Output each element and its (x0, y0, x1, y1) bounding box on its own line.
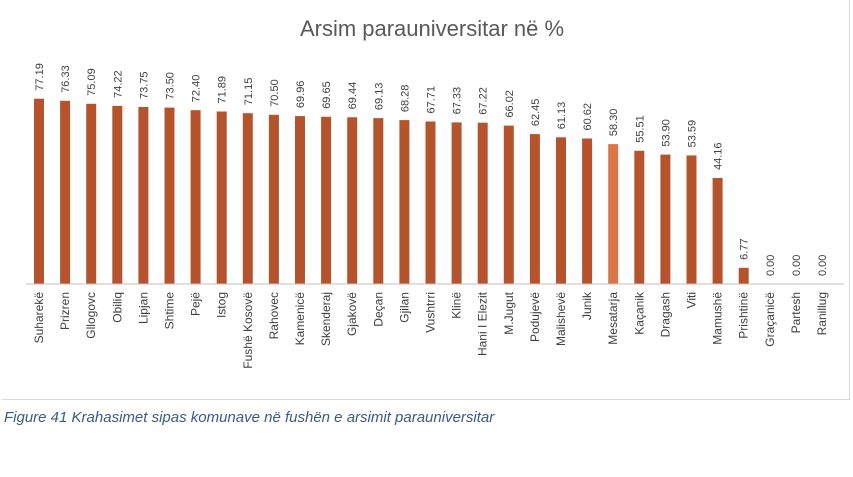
value-label-dragash: 53.90 (660, 119, 672, 147)
value-label-prizren: 76.33 (60, 65, 72, 93)
value-label-vushtrri: 67.71 (426, 86, 438, 114)
value-label-gracanice: 0.00 (765, 255, 777, 276)
category-label-mesatarja: Mesatarja (606, 292, 620, 345)
bar-kline (451, 122, 462, 285)
category-label-decan: Deçan (371, 292, 385, 327)
category-label-kline: Klinë (450, 292, 464, 319)
bar-lipjan (138, 107, 149, 284)
value-label-malisheve: 61.13 (556, 102, 568, 130)
bar-prishtine (738, 267, 749, 284)
category-labels-group: Suharekë Prizren Gllogovc Obiliq Lipjan Shtim… (32, 291, 829, 369)
bar-gjilan (399, 120, 410, 284)
bar-prizren (60, 100, 71, 284)
category-label-shtime: Shtime (163, 292, 177, 330)
value-label-decan: 69.13 (373, 83, 385, 111)
bar-gjakove (347, 117, 358, 284)
category-label-malisheve: Malishevë (554, 292, 568, 346)
bar-dragash (660, 154, 671, 284)
bar-kamenice (295, 116, 305, 284)
value-label-gllogovc: 75.09 (86, 68, 98, 96)
category-label-viti: Viti (685, 292, 699, 308)
value-label-partesh: 0.00 (791, 255, 803, 276)
category-label-m-jugut: M.Jugut (502, 291, 516, 334)
category-label-vushtrri: Vushtrri (424, 292, 438, 333)
chart-title: Arsim parauniversitar në % (300, 16, 564, 41)
category-label-fushe-kosove: Fushë Kosovë (241, 292, 255, 369)
bar-viti (686, 155, 697, 284)
category-label-prizren: Prizren (58, 292, 72, 330)
bar-skenderaj (321, 116, 332, 284)
category-label-mamushe: Mamushë (711, 292, 725, 345)
category-label-podujeve: Podujevë (528, 292, 542, 342)
bar-chart: Arsim parauniversitar në % 77.19 76.33 75.… (26, 16, 844, 369)
value-label-kamenice: 69.96 (295, 81, 307, 109)
bar-decan (373, 118, 384, 284)
bar-rahovec (268, 114, 279, 284)
category-label-skenderaj: Skenderaj (319, 292, 333, 346)
value-label-skenderaj: 69.65 (321, 81, 333, 109)
value-label-obiliq: 74.22 (112, 70, 124, 98)
bar-shtime (164, 107, 175, 284)
bar-obiliq (112, 105, 123, 285)
value-label-podujeve: 62.45 (530, 99, 542, 127)
value-label-suhareke: 77.19 (34, 63, 46, 91)
bar-junik (582, 138, 593, 284)
category-label-kamenice: Kamenicë (293, 292, 307, 346)
bar-vushtrri (425, 121, 436, 284)
category-label-obiliq: Obiliq (110, 292, 124, 323)
category-label-gjilan: Gjilan (397, 292, 411, 323)
value-label-hani-i-elezit: 67.22 (478, 87, 490, 115)
value-label-rahovec: 70.50 (269, 79, 281, 107)
value-labels-group: 77.19 76.33 75.09 74.22 73.75 73.50 72.40 71.89… (34, 63, 829, 276)
category-label-hani-i-elezit: Hani I Elezit (476, 291, 490, 356)
value-label-mamushe: 44.16 (713, 142, 725, 170)
value-label-shtime: 73.50 (165, 72, 177, 100)
category-label-ranillug: Ranillug (815, 292, 829, 335)
bar-podujeve (529, 134, 540, 284)
chart-frame: Arsim parauniversitar në % 77.19 76.33 75.… (2, 0, 850, 400)
value-label-istog: 71.89 (217, 76, 229, 104)
category-label-lipjan: Lipjan (136, 292, 150, 324)
value-label-fushe-kosove: 71.15 (243, 78, 255, 106)
category-label-gllogovc: Gllogovc (84, 292, 98, 339)
bar-mesatarja (608, 144, 619, 284)
bar-istog (216, 111, 227, 284)
category-label-rahovec: Rahovec (267, 292, 281, 339)
value-label-ranillug: 0.00 (817, 255, 829, 276)
value-label-lipjan: 73.75 (138, 71, 150, 99)
bar-kacanik (634, 150, 645, 284)
category-label-junik: Junik (580, 291, 594, 320)
category-label-gjakove: Gjakovë (345, 292, 359, 336)
value-label-viti: 53.59 (687, 120, 699, 148)
value-label-peje: 72.40 (191, 75, 203, 103)
value-label-gjakove: 69.44 (347, 82, 359, 110)
value-label-gjilan: 68.28 (399, 85, 411, 113)
bar-gllogovc (86, 103, 97, 284)
category-label-gracanice: Graçanicë (763, 292, 777, 347)
bar-m-jugut (503, 125, 514, 284)
category-label-partesh: Partesh (789, 292, 803, 333)
category-label-prishtine: Prishtinë (737, 292, 751, 339)
category-label-kacanik: Kaçanik (632, 291, 646, 335)
bar-suhareke (34, 98, 44, 284)
bars-group (34, 98, 749, 285)
value-label-kline: 67.33 (452, 87, 464, 115)
bar-fushe-kosove (242, 113, 253, 284)
bar-mamushe (712, 178, 723, 284)
figure-caption: Figure 41 Krahasimet sipas komunave në f… (4, 409, 495, 426)
category-label-suhareke: Suharekë (32, 292, 46, 344)
value-label-kacanik: 55.51 (634, 115, 646, 143)
category-label-dragash: Dragash (658, 292, 672, 337)
bar-malisheve (556, 137, 566, 284)
category-label-peje: Pejë (189, 292, 203, 316)
value-label-mesatarja: 58.30 (608, 109, 620, 137)
bar-peje (190, 110, 201, 284)
value-label-prishtine: 6.77 (739, 238, 751, 259)
value-label-junik: 60.62 (582, 103, 594, 131)
value-label-m-jugut: 66.02 (504, 90, 516, 118)
bar-hani-i-elezit (477, 122, 488, 284)
category-label-istog: Istog (215, 292, 229, 318)
